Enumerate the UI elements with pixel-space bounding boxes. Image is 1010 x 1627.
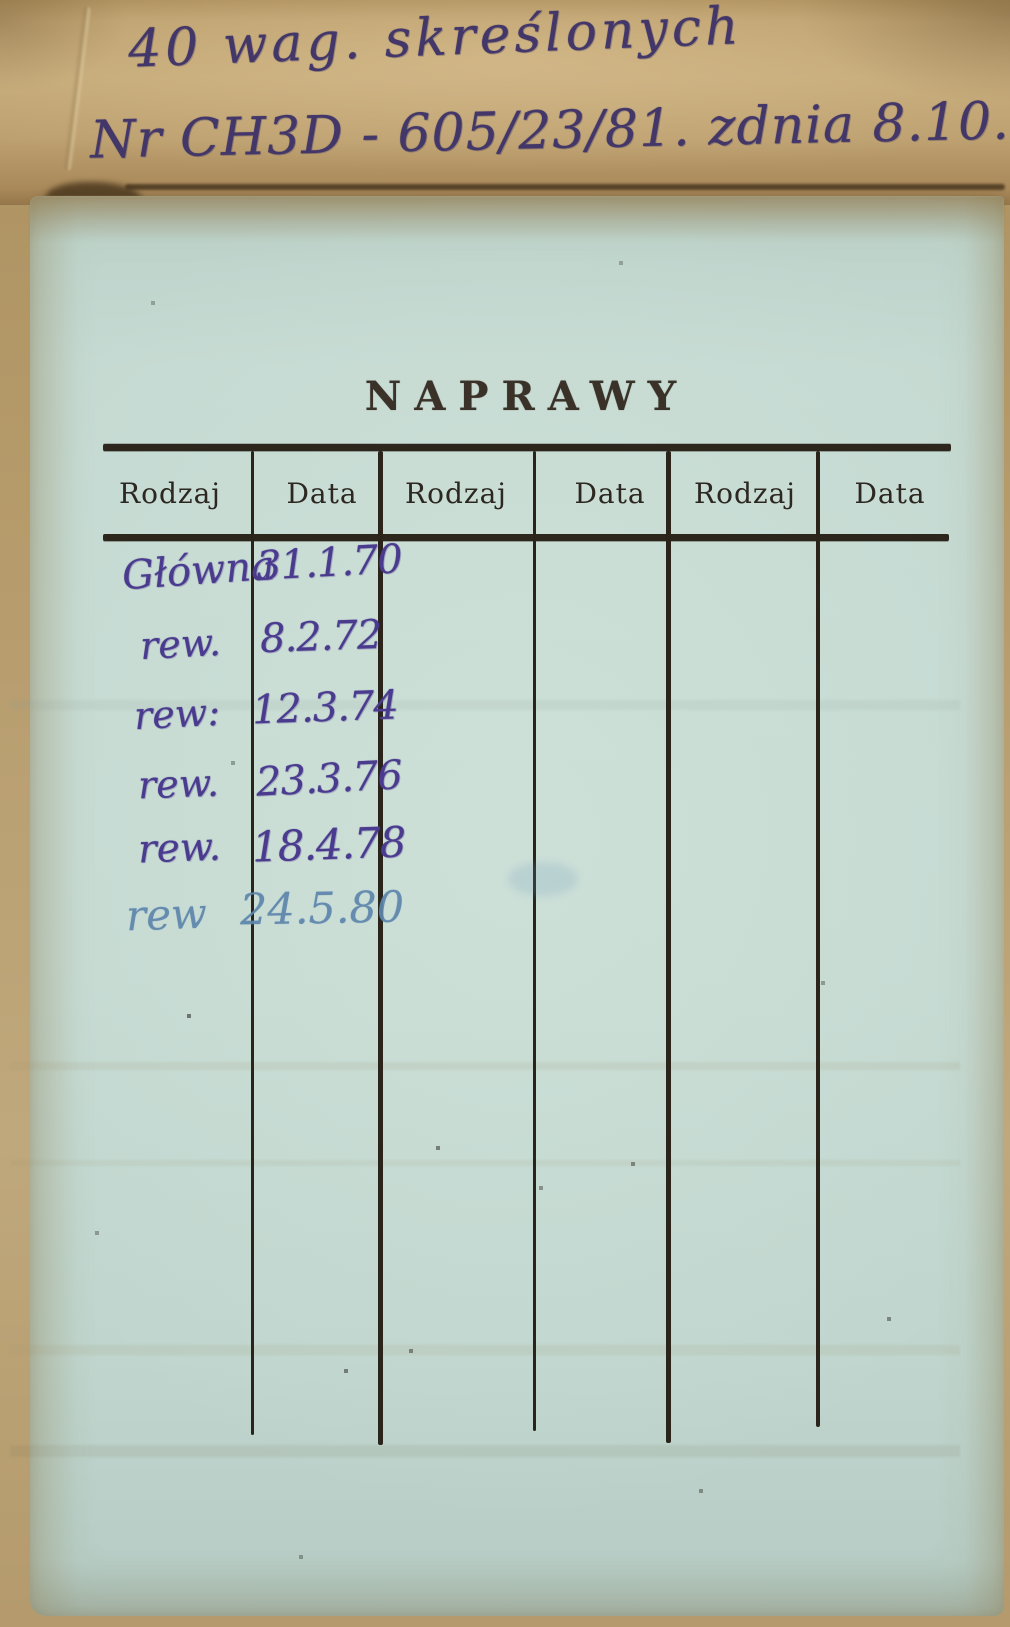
table-top-rule — [103, 444, 951, 451]
entry-rodzaj: rew. — [137, 824, 222, 873]
entry-data: 12.3.74 — [251, 682, 399, 734]
card-title: NAPRAWY — [364, 373, 690, 420]
column-divider — [816, 451, 820, 1427]
paper-speckles — [0, 0, 2, 2]
entry-data: 8.2.72 — [259, 611, 383, 663]
column-divider — [666, 451, 671, 1443]
entry-rodzaj: rew: — [132, 689, 222, 739]
kraft-paper-strip: 40 wag. skreślonych Nr CH3D - 605/23/81.… — [0, 0, 1010, 205]
entry-data: 18.4.78 — [251, 817, 407, 872]
column-header-data-2: Data — [574, 477, 646, 510]
column-divider — [251, 451, 254, 1435]
entry-data: 31.1.70 — [254, 536, 403, 590]
column-header-data-1: Data — [286, 477, 358, 510]
repair-card — [30, 196, 1004, 1616]
table-header-rule — [103, 534, 949, 541]
smudge-line — [125, 184, 1005, 190]
card-top-stain — [30, 196, 1004, 242]
entry-data: 24.5.80 — [239, 882, 405, 936]
column-header-rodzaj-1: Rodzaj — [119, 477, 221, 510]
ink-smear — [508, 862, 578, 896]
paper-band — [10, 1062, 960, 1070]
column-header-rodzaj-3: Rodzaj — [694, 477, 796, 510]
handwritten-note-line-2: Nr CH3D - 605/23/81. zdnia 8.10.81r — [89, 89, 1010, 171]
column-header-data-3: Data — [854, 477, 926, 510]
entry-rodzaj: rew. — [138, 619, 222, 669]
paper-band — [10, 1445, 960, 1457]
paper-band — [10, 1160, 960, 1166]
column-divider — [378, 451, 383, 1445]
column-divider — [533, 451, 536, 1431]
entry-data: 23.3.76 — [254, 752, 403, 806]
paper-band — [10, 1345, 960, 1355]
column-header-rodzaj-2: Rodzaj — [405, 477, 507, 510]
paper-band — [10, 700, 960, 710]
entry-rodzaj: rew — [125, 888, 208, 941]
handwritten-note-line-1: 40 wag. skreślonych — [127, 0, 744, 80]
paper-crease — [61, 6, 93, 171]
entry-rodzaj: rew. — [137, 760, 220, 808]
